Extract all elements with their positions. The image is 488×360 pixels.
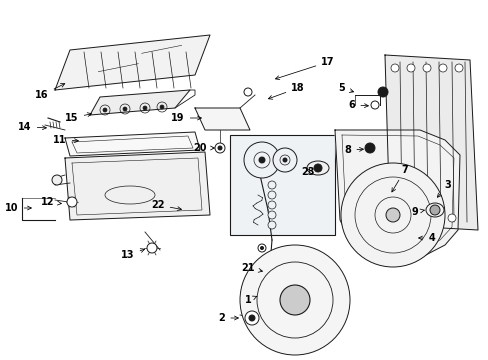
Text: 6: 6 xyxy=(348,100,367,110)
Text: 2: 2 xyxy=(218,313,238,323)
Polygon shape xyxy=(90,90,190,115)
Circle shape xyxy=(52,175,62,185)
Circle shape xyxy=(283,158,286,162)
Text: 15: 15 xyxy=(65,113,91,123)
Circle shape xyxy=(377,87,387,97)
Text: 19: 19 xyxy=(171,113,201,123)
Polygon shape xyxy=(334,130,459,265)
Circle shape xyxy=(67,197,77,207)
Circle shape xyxy=(390,64,398,72)
Polygon shape xyxy=(55,35,209,90)
Polygon shape xyxy=(384,55,477,230)
Circle shape xyxy=(280,285,309,315)
Ellipse shape xyxy=(306,161,328,175)
Circle shape xyxy=(240,245,349,355)
Circle shape xyxy=(142,106,147,110)
Bar xyxy=(254,270,283,320)
Text: 4: 4 xyxy=(418,233,434,243)
Circle shape xyxy=(258,244,265,252)
Text: 22: 22 xyxy=(151,200,181,211)
Circle shape xyxy=(103,108,107,112)
Text: 13: 13 xyxy=(121,249,144,260)
Text: 12: 12 xyxy=(41,197,61,207)
Text: 8: 8 xyxy=(344,145,363,155)
Circle shape xyxy=(260,287,269,297)
Text: 21: 21 xyxy=(241,263,262,273)
Circle shape xyxy=(340,163,444,267)
Text: 14: 14 xyxy=(18,122,46,132)
Polygon shape xyxy=(65,152,209,220)
Circle shape xyxy=(267,211,275,219)
Polygon shape xyxy=(195,108,249,130)
Circle shape xyxy=(385,208,399,222)
Circle shape xyxy=(257,262,332,338)
Circle shape xyxy=(447,214,455,222)
Circle shape xyxy=(272,148,296,172)
Circle shape xyxy=(406,64,414,72)
Circle shape xyxy=(253,152,269,168)
Ellipse shape xyxy=(425,203,443,217)
Circle shape xyxy=(215,143,224,153)
Circle shape xyxy=(244,311,259,325)
Circle shape xyxy=(123,107,127,111)
Circle shape xyxy=(393,214,401,222)
Text: 9: 9 xyxy=(411,207,424,217)
Ellipse shape xyxy=(254,315,283,325)
Circle shape xyxy=(364,143,374,153)
Circle shape xyxy=(313,164,321,172)
Circle shape xyxy=(370,101,378,109)
Text: 17: 17 xyxy=(275,57,334,80)
Text: 16: 16 xyxy=(35,84,64,100)
Circle shape xyxy=(267,201,275,209)
Circle shape xyxy=(429,214,437,222)
Circle shape xyxy=(147,243,157,253)
Ellipse shape xyxy=(254,265,283,275)
Text: 20: 20 xyxy=(193,143,214,153)
Circle shape xyxy=(267,221,275,229)
Circle shape xyxy=(411,214,419,222)
Circle shape xyxy=(267,181,275,189)
Text: 18: 18 xyxy=(268,83,304,99)
Circle shape xyxy=(267,191,275,199)
Text: 7: 7 xyxy=(391,165,407,192)
Bar xyxy=(229,135,334,235)
Circle shape xyxy=(429,205,439,215)
Circle shape xyxy=(454,64,462,72)
Text: 10: 10 xyxy=(5,203,31,213)
Circle shape xyxy=(160,105,163,109)
Circle shape xyxy=(374,197,410,233)
Circle shape xyxy=(354,177,430,253)
Circle shape xyxy=(259,157,264,163)
Circle shape xyxy=(280,155,289,165)
Polygon shape xyxy=(65,132,200,156)
Circle shape xyxy=(438,64,446,72)
Circle shape xyxy=(422,64,430,72)
Text: 23: 23 xyxy=(301,167,314,177)
Text: 5: 5 xyxy=(338,83,353,93)
Circle shape xyxy=(244,142,280,178)
Text: 1: 1 xyxy=(244,295,256,305)
Ellipse shape xyxy=(105,186,155,204)
Circle shape xyxy=(260,247,263,249)
Text: 11: 11 xyxy=(53,135,78,145)
Circle shape xyxy=(248,315,254,321)
Text: 3: 3 xyxy=(436,180,450,197)
Circle shape xyxy=(218,146,222,150)
